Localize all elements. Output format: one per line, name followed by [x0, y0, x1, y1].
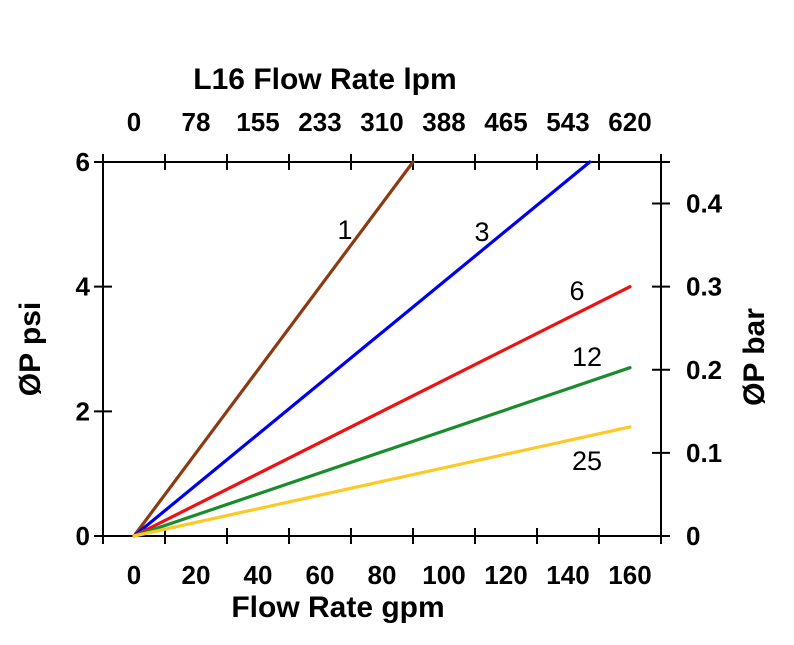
right-axis-tick-label: 0.3 — [686, 272, 722, 302]
series-line-1 — [132, 160, 415, 538]
series-line-25 — [132, 425, 632, 538]
right-axis-title: ØP bar — [738, 308, 771, 406]
series-label-1: 1 — [337, 215, 352, 245]
bottom-axis-tick-label: 60 — [306, 560, 335, 590]
series-line-3 — [132, 160, 592, 538]
bottom-axis-tick-label: 120 — [484, 560, 527, 590]
series-label-12: 12 — [572, 342, 602, 372]
right-axis-tick-label: 0 — [686, 521, 700, 551]
left-axis-tick-label: 4 — [76, 272, 91, 302]
series-line-12 — [132, 366, 632, 538]
top-axis-tick-label: 310 — [360, 107, 403, 137]
top-axis-tick-label: 0 — [127, 107, 141, 137]
bottom-axis-tick-label: 140 — [546, 560, 589, 590]
bottom-axis-tick-label: 80 — [368, 560, 397, 590]
series-lines-group — [132, 160, 632, 538]
series-label-25: 25 — [572, 446, 602, 476]
right-axis-tick-label: 0.1 — [686, 438, 722, 468]
bottom-axis-tick-label: 40 — [244, 560, 273, 590]
series-label-3: 3 — [474, 217, 489, 247]
top-axis-tick-label: 78 — [182, 107, 211, 137]
top-axis-title: L16 Flow Rate lpm — [193, 63, 456, 96]
left-axis-tick-label: 2 — [76, 396, 90, 426]
top-axis-tick-label: 620 — [608, 107, 651, 137]
series-line-6 — [132, 285, 632, 538]
top-axis-tick-label: 233 — [298, 107, 341, 137]
bottom-axis-tick-label: 160 — [608, 560, 651, 590]
left-axis-tick-label: 0 — [76, 521, 90, 551]
plot-frame — [102, 161, 662, 537]
right-axis-tick-label: 0.2 — [686, 355, 722, 385]
bottom-axis-tick-label: 0 — [127, 560, 141, 590]
bottom-axis-title: Flow Rate gpm — [231, 591, 444, 624]
right-axis-tick-label: 0.4 — [686, 189, 723, 219]
axis-ticks-group — [94, 154, 670, 544]
top-axis-tick-label: 465 — [484, 107, 527, 137]
bottom-axis-tick-label: 100 — [422, 560, 465, 590]
bottom-axis-tick-label: 20 — [182, 560, 211, 590]
top-axis-tick-label: 543 — [546, 107, 589, 137]
top-axis-tick-label: 155 — [236, 107, 279, 137]
left-axis-tick-label: 6 — [76, 147, 90, 177]
top-axis-tick-label: 388 — [422, 107, 465, 137]
left-axis-title: ØP psi — [14, 302, 47, 396]
series-label-6: 6 — [569, 276, 584, 306]
series-labels-group: 1 3 6 12 25 — [337, 215, 602, 476]
